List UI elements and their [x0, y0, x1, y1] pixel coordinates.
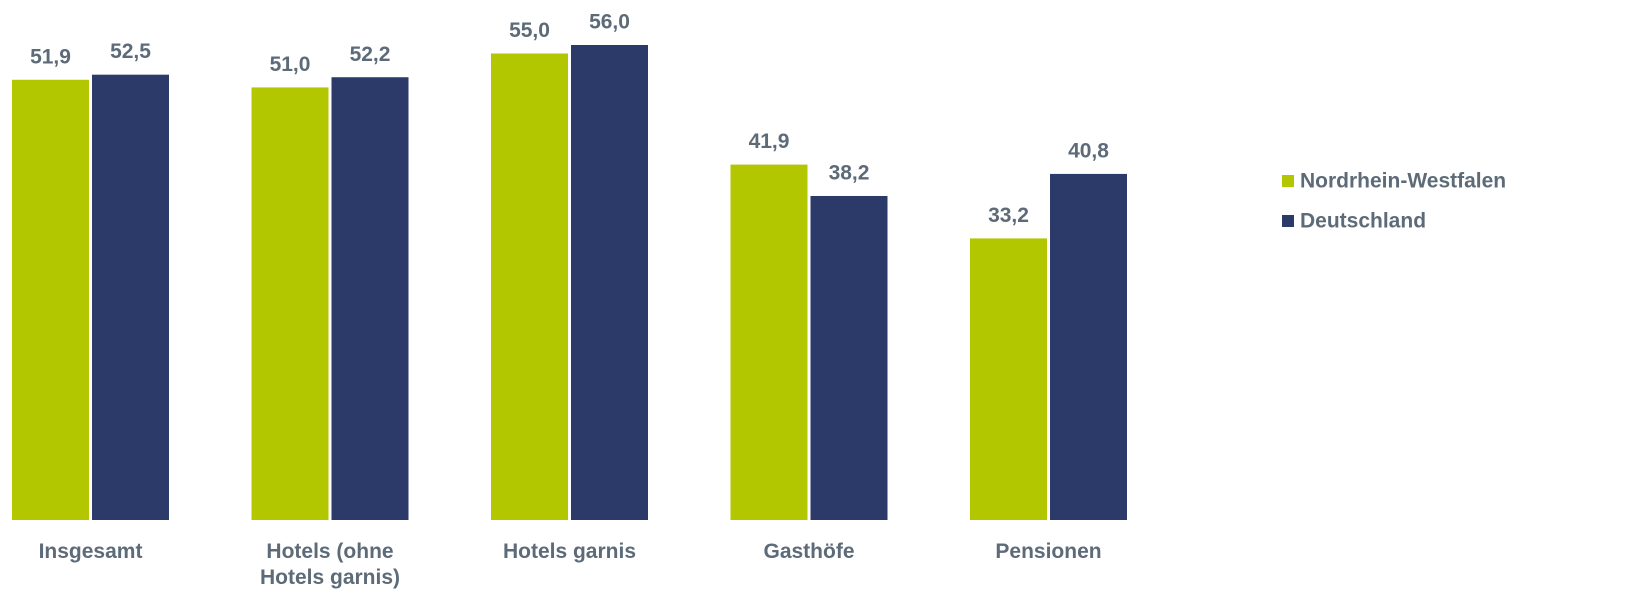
legend-swatch: [1282, 215, 1294, 227]
bar: [571, 45, 648, 520]
data-label: 52,5: [110, 40, 151, 63]
legend-label: Nordrhein-Westfalen: [1300, 170, 1506, 193]
bar: [251, 87, 329, 521]
x-tick-label: Pensionen: [995, 540, 1102, 563]
x-tick-label: Gasthöfe: [763, 540, 855, 563]
data-label: 51,9: [30, 45, 71, 68]
bar: [730, 164, 808, 521]
data-label: 38,2: [829, 162, 870, 185]
x-tick-label: Insgesamt: [38, 540, 143, 563]
data-label: 33,2: [988, 204, 1029, 227]
data-label: 56,0: [589, 11, 630, 34]
bar: [1050, 173, 1127, 520]
bar: [491, 53, 568, 520]
data-label: 52,2: [350, 43, 391, 66]
data-label: 55,0: [509, 19, 550, 42]
bar: [810, 195, 888, 520]
bar: [92, 74, 169, 520]
legend-swatch: [1282, 175, 1294, 187]
data-label: 51,0: [270, 53, 311, 76]
legend-label: Deutschland: [1300, 210, 1426, 233]
bar: [970, 238, 1047, 520]
bar: [331, 77, 409, 520]
x-tick-label: Hotels (ohne Hotels garnis): [259, 540, 401, 589]
x-tick-label: Hotels garnis: [502, 540, 637, 563]
data-label: 40,8: [1068, 139, 1109, 162]
data-label: 41,9: [749, 130, 790, 153]
bar: [12, 79, 89, 520]
